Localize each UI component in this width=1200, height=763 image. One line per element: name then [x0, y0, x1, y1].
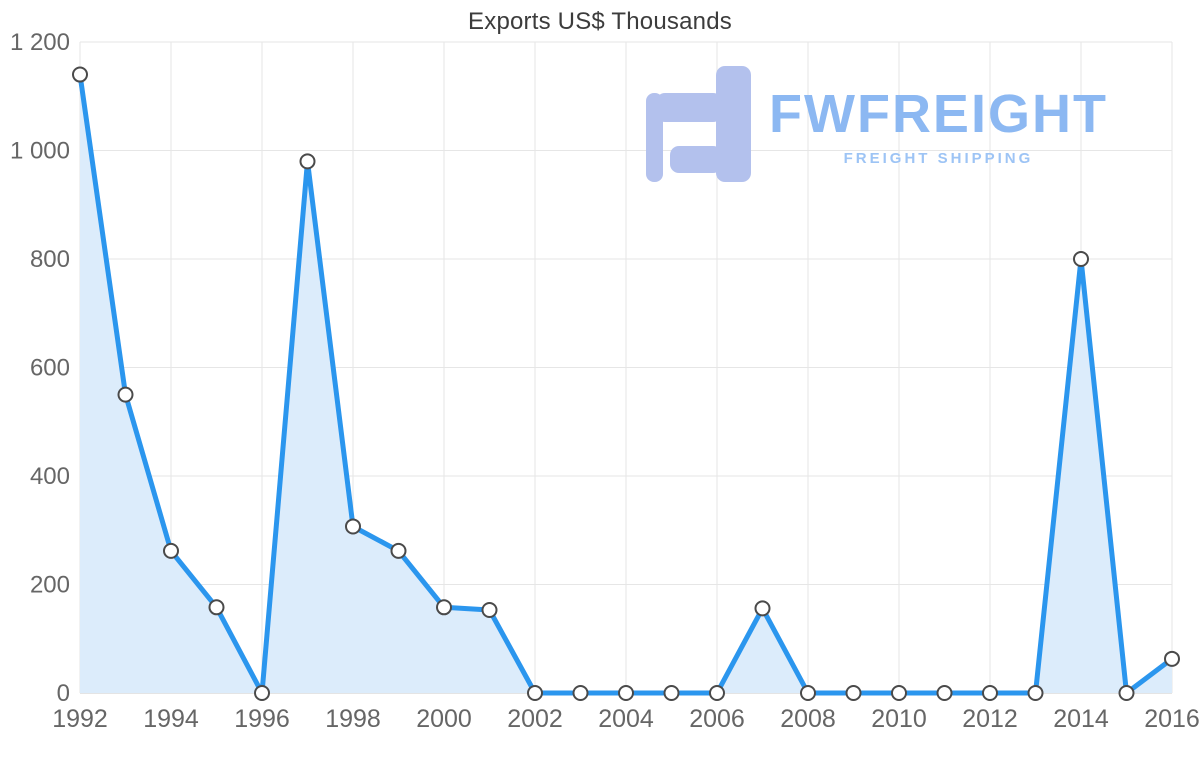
- data-point-marker[interactable]: [163, 542, 179, 559]
- y-axis-tick-label: 600: [30, 355, 70, 382]
- x-axis-tick-label: 1998: [325, 705, 381, 733]
- x-axis-tick-label: 2010: [871, 705, 927, 733]
- y-axis-tick-label: 400: [30, 463, 70, 490]
- data-point-marker[interactable]: [117, 386, 134, 403]
- y-axis-tick-label: 200: [30, 572, 70, 599]
- x-axis-tick-label: 2006: [689, 705, 745, 733]
- data-point-marker[interactable]: [1118, 685, 1135, 701]
- data-point-marker[interactable]: [572, 685, 589, 701]
- data-point-marker[interactable]: [254, 685, 270, 701]
- data-point-marker[interactable]: [1027, 685, 1044, 701]
- y-axis-tick-label: 1 200: [10, 29, 70, 56]
- data-point-marker[interactable]: [618, 685, 634, 701]
- x-axis-tick-label: 1994: [143, 705, 199, 733]
- data-point-marker[interactable]: [208, 599, 225, 616]
- data-point-marker[interactable]: [845, 685, 862, 701]
- x-axis-tick-label: 1992: [52, 705, 108, 733]
- x-axis-tick-label: 2014: [1053, 705, 1109, 733]
- y-axis-tick-label: 0: [57, 680, 70, 707]
- chart-title: Exports US$ Thousands: [468, 8, 732, 35]
- data-point-marker[interactable]: [299, 153, 316, 170]
- data-point-marker[interactable]: [982, 685, 998, 701]
- data-point-marker[interactable]: [436, 599, 452, 616]
- data-point-marker[interactable]: [390, 542, 407, 559]
- data-point-marker[interactable]: [481, 601, 498, 618]
- x-axis-tick-label: 2000: [416, 705, 472, 733]
- data-point-marker[interactable]: [754, 600, 771, 617]
- x-axis-tick-label: 2016: [1144, 705, 1200, 733]
- data-point-marker[interactable]: [527, 685, 543, 701]
- data-point-marker[interactable]: [936, 685, 953, 701]
- x-axis-tick-label: 1996: [234, 705, 290, 733]
- data-point-marker[interactable]: [709, 685, 725, 701]
- x-axis-tick-label: 2004: [598, 705, 654, 733]
- y-axis-tick-label: 800: [30, 246, 70, 273]
- data-point-marker[interactable]: [663, 685, 680, 701]
- data-point-marker[interactable]: [1073, 251, 1089, 267]
- data-point-marker[interactable]: [72, 66, 88, 83]
- data-point-marker[interactable]: [345, 518, 361, 535]
- x-axis-tick-label: 2012: [962, 705, 1018, 733]
- data-point-marker[interactable]: [1164, 650, 1180, 667]
- data-point-marker[interactable]: [800, 685, 816, 701]
- series-area-fill: [80, 74, 1172, 694]
- x-axis-tick-label: 2008: [780, 705, 836, 733]
- x-axis-tick-label: 2002: [507, 705, 563, 733]
- y-axis-tick-label: 1 000: [10, 138, 70, 165]
- data-point-marker[interactable]: [891, 685, 907, 701]
